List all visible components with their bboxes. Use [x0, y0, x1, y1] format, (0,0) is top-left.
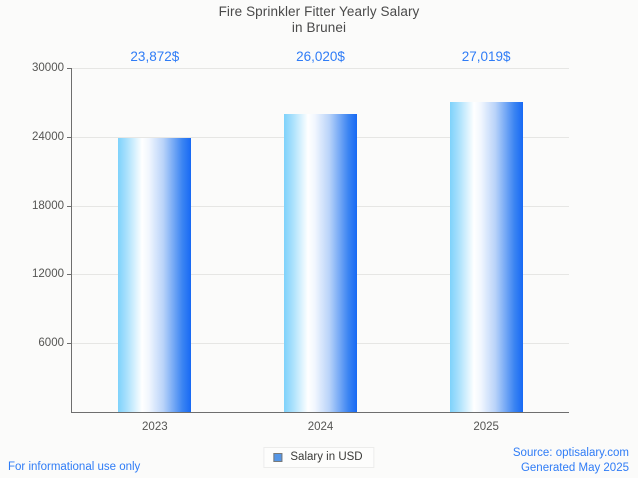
y-axis-tick-mark — [67, 343, 72, 345]
gridline — [72, 68, 569, 69]
bar-value-label-2024: 26,020$ — [296, 49, 345, 64]
y-axis-tick-mark — [67, 136, 72, 138]
legend-item-label: Salary in USD — [290, 451, 363, 463]
y-axis-tick-label: 6000 — [38, 337, 64, 350]
y-axis-tick-mark — [67, 68, 72, 69]
bar-value-label-2023: 23,872$ — [130, 49, 180, 64]
x-axis-tick-label-2023: 2023 — [142, 421, 168, 433]
chart-title: Fire Sprinkler Fitter Yearly Salary in B… — [0, 4, 638, 36]
footer-source: Source: optisalary.com — [512, 447, 629, 459]
bar-2023[interactable] — [118, 138, 192, 412]
footer-generated: Generated May 2025 — [520, 462, 629, 474]
x-axis-tick-label-2025: 2025 — [473, 421, 499, 433]
x-axis-line — [71, 412, 569, 413]
y-axis-tick-mark — [67, 205, 72, 207]
x-axis-tick-label-2024: 2024 — [307, 421, 334, 433]
y-axis-tick-label: 18000 — [32, 199, 64, 212]
bar-2024[interactable] — [284, 113, 357, 412]
footer-disclaimer: For informational use only — [8, 461, 141, 473]
chart-title-line-2: in Brunei — [291, 20, 347, 35]
y-axis-tick-mark — [67, 274, 72, 276]
chart-title-line-1: Fire Sprinkler Fitter Yearly Salary — [218, 4, 420, 19]
y-axis-tick-label: 30000 — [32, 62, 64, 74]
plot-area: 6000 12000 18000 24000 30000 23,872$ 26,020$ 27… — [32, 49, 569, 412]
chart-legend[interactable]: Salary in USD — [263, 447, 375, 468]
y-axis-tick-label: 12000 — [32, 268, 64, 281]
bar-2025[interactable] — [449, 102, 523, 412]
legend-swatch-icon — [273, 452, 283, 462]
y-axis-tick-label: 24000 — [32, 130, 64, 143]
y-axis-line — [71, 68, 72, 413]
footer-source-block: Source: optisalary.com Generated May 202… — [513, 446, 629, 476]
bar-value-label-2025: 27,019$ — [461, 49, 511, 64]
